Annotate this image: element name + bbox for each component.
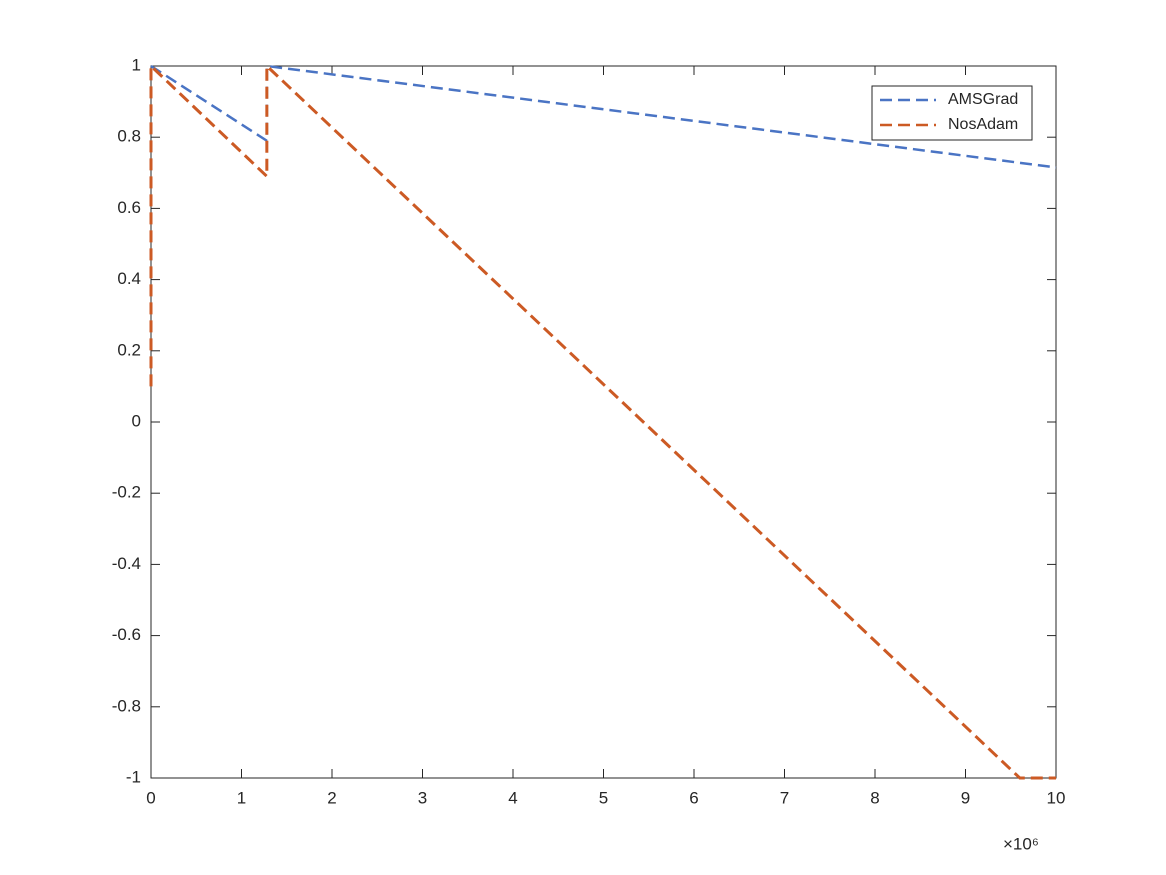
- x-tick-label: 3: [418, 788, 427, 807]
- x-tick-label: 10: [1047, 788, 1066, 807]
- x-tick-label: 2: [327, 788, 336, 807]
- y-tick-label: 0.2: [117, 340, 141, 359]
- plot-area: [150, 65, 1057, 779]
- x-tick-label: 9: [961, 788, 970, 807]
- y-tick-label: -1: [126, 767, 141, 786]
- legend-label: NosAdam: [948, 116, 1018, 133]
- y-tick-label: 0: [132, 411, 141, 430]
- y-tick-label: 1: [132, 55, 141, 74]
- x-tick-label: 7: [780, 788, 789, 807]
- x-tick-label: 0: [146, 788, 155, 807]
- y-tick-label: -0.8: [112, 696, 141, 715]
- x-tick-label: 6: [689, 788, 698, 807]
- y-tick-label: -0.2: [112, 483, 141, 502]
- x-tick-label: 8: [870, 788, 879, 807]
- legend-label: AMSGrad: [948, 91, 1018, 108]
- x-multiplier: ×10⁶: [1003, 834, 1039, 853]
- y-tick-label: -0.6: [112, 625, 141, 644]
- x-tick-label: 4: [508, 788, 517, 807]
- y-tick-label: 0.8: [117, 127, 141, 146]
- y-tick-label: -0.4: [112, 554, 141, 573]
- x-tick-label: 1: [237, 788, 246, 807]
- y-tick-label: 0.6: [117, 198, 141, 217]
- y-tick-label: 0.4: [117, 269, 141, 288]
- x-tick-label: 5: [599, 788, 608, 807]
- legend-box: [871, 85, 1033, 141]
